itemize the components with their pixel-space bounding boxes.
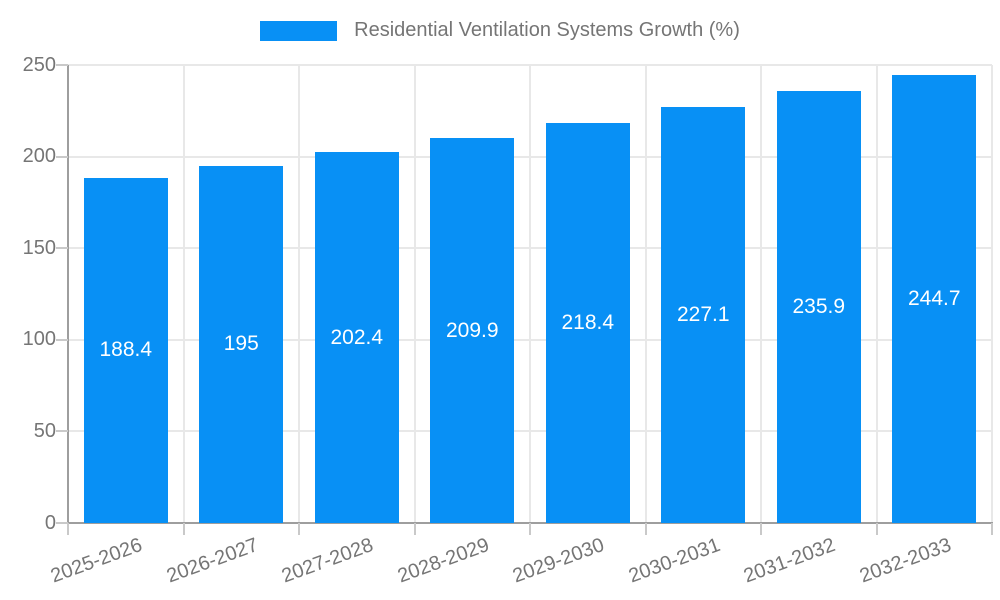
bar[interactable] — [545, 122, 630, 523]
y-axis-tick-mark — [56, 247, 68, 250]
x-axis-tick-mark — [760, 523, 762, 535]
x-axis-category-label: 2031-2032 — [740, 534, 839, 588]
bar-value-label: 218.4 — [561, 310, 615, 334]
bar-value-label: 195 — [223, 332, 259, 356]
x-axis-tick-mark — [182, 523, 185, 535]
y-axis-tick-label: 250 — [22, 53, 56, 76]
x-axis-category-label: 2030-2031 — [625, 534, 723, 588]
bar-value-label: 244.7 — [907, 286, 961, 310]
x-axis-category-label: 2027-2028 — [278, 534, 377, 588]
y-axis-tick-label: 0 — [44, 511, 56, 534]
gridline-vertical — [413, 65, 416, 523]
plot-area: 188.4 195 202.4 209.9 218.4 227.1 235.9 244.7 — [67, 64, 993, 524]
x-axis-category-label: 2025-2026 — [47, 534, 146, 588]
chart-legend[interactable]: Residential Ventilation Systems Growth (… — [0, 19, 1000, 42]
bar-value-label: 188.4 — [99, 338, 153, 362]
bar[interactable] — [776, 90, 861, 523]
y-axis-tick-label: 150 — [22, 236, 56, 259]
y-axis-tick-label: 50 — [33, 419, 56, 442]
y-axis-tick-mark — [56, 522, 68, 524]
bar[interactable] — [199, 165, 284, 523]
x-axis-tick-mark — [875, 523, 878, 535]
x-axis-tick-mark — [413, 523, 416, 535]
bar[interactable] — [83, 177, 168, 523]
gridline-vertical — [644, 65, 647, 523]
x-axis-category-label: 2028-2029 — [394, 534, 492, 588]
x-axis-tick-mark — [298, 523, 300, 535]
gridline-vertical — [298, 65, 300, 523]
y-axis-line — [67, 65, 69, 523]
bar-value-label: 235.9 — [792, 294, 846, 318]
gridline-vertical — [760, 65, 762, 523]
y-axis-tick-mark — [56, 155, 68, 158]
x-axis-tick-mark — [67, 523, 69, 535]
bar[interactable] — [892, 74, 977, 523]
bar-value-label: 202.4 — [330, 325, 384, 349]
gridline-vertical — [991, 65, 993, 523]
x-axis-tick-mark — [644, 523, 647, 535]
legend-label: Residential Ventilation Systems Growth (… — [354, 19, 740, 41]
y-axis-tick-label: 200 — [22, 145, 56, 168]
x-axis-category-label: 2032-2033 — [856, 534, 954, 588]
x-axis-category-label: 2029-2030 — [509, 534, 608, 588]
legend-swatch — [260, 20, 338, 41]
x-axis-tick-mark — [529, 523, 531, 535]
x-axis-category-label: 2026-2027 — [163, 534, 261, 588]
bar[interactable] — [314, 152, 399, 523]
x-axis-tick-mark — [991, 523, 993, 535]
bar-value-label: 209.9 — [445, 318, 499, 342]
bar[interactable] — [430, 138, 515, 523]
gridline-vertical — [182, 65, 185, 523]
gridline-vertical — [529, 65, 531, 523]
y-axis-tick-mark — [56, 64, 68, 66]
y-axis-tick-mark — [56, 338, 68, 341]
bar[interactable] — [661, 106, 746, 523]
y-axis-tick-label: 100 — [22, 328, 56, 351]
gridline-vertical — [875, 65, 878, 523]
y-axis-tick-mark — [56, 430, 68, 433]
bar-value-label: 227.1 — [676, 302, 730, 326]
